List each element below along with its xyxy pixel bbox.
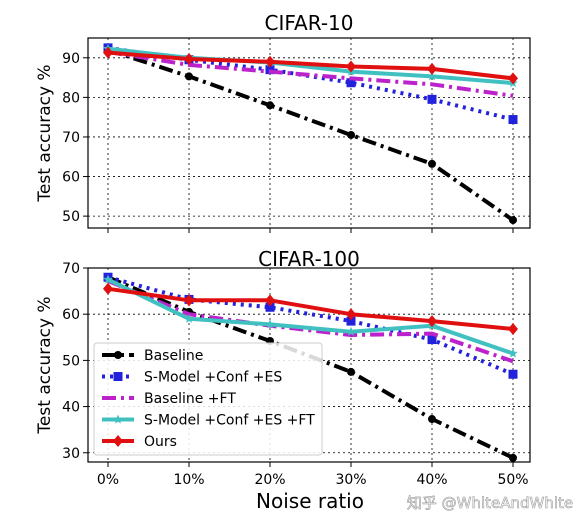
data-point (347, 130, 355, 139)
data-point (427, 335, 437, 345)
data-point (508, 322, 518, 335)
legend-label: Baseline +FT (144, 391, 236, 407)
legend-marker (113, 435, 123, 447)
series-line (107, 275, 514, 377)
data-point (428, 159, 436, 168)
x-tick-label: 50% (497, 472, 528, 488)
y-tick-label: 60 (62, 170, 80, 186)
y-tick-label: 50 (62, 209, 80, 225)
data-point (184, 52, 194, 65)
y-tick-label: 70 (62, 261, 80, 277)
y-tick-label: 60 (62, 307, 80, 323)
watermark: 知乎 @WhiteAndWhite (407, 494, 573, 512)
y-tick-label: 50 (62, 353, 80, 369)
series-baseline-ft (107, 279, 514, 364)
legend-label: S-Model +Conf +ES +FT (144, 413, 315, 429)
series-line (107, 277, 514, 356)
data-point (509, 453, 517, 462)
data-point (266, 101, 274, 110)
chart-title: CIFAR-100 (258, 247, 360, 271)
y-tick-label: 80 (62, 90, 80, 106)
data-point (346, 308, 356, 321)
data-point (184, 313, 194, 323)
data-point (427, 315, 437, 328)
legend: Baseline S-Model +Conf +ES Baseline +FT S-M… (93, 342, 323, 456)
data-point (184, 294, 194, 307)
data-point (508, 369, 518, 379)
legend-entry-ours: Ours (102, 434, 177, 450)
legend-entry-s-model-conf-es-ft: S-Model +Conf +ES +FT (102, 413, 315, 429)
data-point (427, 94, 437, 104)
legend-entry-baseline-ft: Baseline +FT (102, 391, 236, 407)
x-tick-label: 10% (173, 472, 204, 488)
data-point (346, 316, 356, 326)
data-point (346, 326, 356, 336)
data-point (103, 282, 113, 295)
data-point (509, 216, 517, 225)
shared-xlabel: Noise ratio (256, 489, 364, 513)
legend-marker (113, 372, 123, 381)
data-point (427, 71, 437, 81)
plot-frame (87, 37, 531, 229)
legend-label: Baseline (144, 348, 203, 364)
y-tick-label: 90 (62, 51, 80, 67)
data-point (428, 415, 436, 424)
data-point (346, 78, 356, 88)
series-line (107, 47, 515, 222)
data-point (103, 46, 113, 59)
legend-box (93, 342, 323, 456)
y-axis-label: Test accuracy % (35, 64, 55, 202)
x-tick-label: 20% (254, 472, 285, 488)
data-point (103, 274, 113, 284)
data-point (265, 319, 275, 329)
series-ours (103, 46, 518, 85)
series-line (107, 286, 514, 331)
plot-frame (87, 267, 531, 463)
y-tick-label: 30 (62, 446, 80, 462)
data-point (265, 302, 275, 312)
y-axis-label: Test accuracy % (35, 296, 55, 434)
legend-entry-baseline: Baseline (102, 348, 203, 364)
data-point (427, 62, 437, 75)
legend-marker (113, 414, 123, 424)
legend-label: S-Model +Conf +ES (144, 370, 282, 386)
data-point (508, 348, 518, 358)
series-ours (103, 282, 518, 335)
data-point (508, 115, 518, 125)
chart-title: CIFAR-10 (265, 11, 354, 35)
chart-cifar100: CIFAR-100 30 40 50 60 70 0% 10% 20% 30% 40% 50% Test… (35, 247, 531, 488)
data-point (265, 294, 275, 307)
legend-label: Ours (144, 434, 177, 450)
data-point (265, 55, 275, 68)
chart-cifar10: CIFAR-10 50 60 70 80 90 Test accuracy % (35, 11, 531, 233)
y-tick-label: 40 (62, 400, 80, 416)
series-line (107, 50, 514, 81)
data-point (346, 60, 356, 73)
legend-entry-s-model-conf-es: S-Model +Conf +ES (102, 370, 282, 386)
data-point (185, 72, 193, 81)
x-tick-label: 30% (335, 472, 366, 488)
y-tick-label: 70 (62, 130, 80, 146)
series-line (107, 279, 514, 364)
legend-marker (114, 351, 122, 359)
data-point (347, 367, 355, 376)
x-tick-label: 40% (416, 472, 447, 488)
data-point (508, 72, 518, 85)
x-tick-label: 0% (97, 472, 119, 488)
